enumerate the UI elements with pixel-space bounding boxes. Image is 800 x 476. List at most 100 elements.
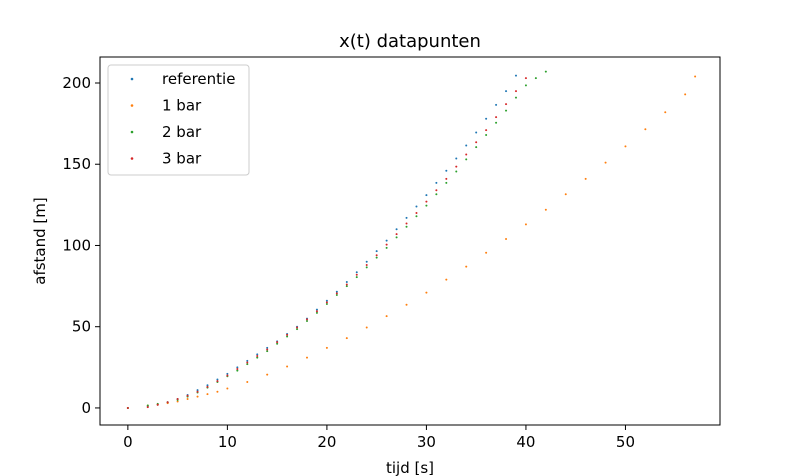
data-point	[266, 346, 269, 349]
data-point	[156, 403, 159, 406]
data-point	[505, 90, 508, 93]
data-point	[455, 170, 458, 173]
data-point	[375, 256, 378, 259]
data-point	[455, 157, 458, 160]
data-point	[514, 74, 517, 77]
data-point	[365, 263, 368, 266]
data-point	[524, 77, 527, 80]
data-point	[345, 285, 348, 288]
data-point	[475, 131, 478, 134]
data-point	[465, 158, 468, 161]
legend: referentie 1 bar 2 bar 3 bar	[107, 64, 250, 176]
data-point	[126, 406, 129, 409]
data-point	[405, 222, 408, 225]
data-point	[286, 335, 289, 338]
data-point	[475, 146, 478, 149]
data-point	[186, 394, 189, 397]
data-point	[445, 278, 448, 281]
data-point	[564, 193, 567, 196]
data-point	[256, 354, 259, 357]
data-point	[206, 393, 209, 396]
x-tick-label: 0	[123, 433, 133, 451]
data-point	[286, 333, 289, 336]
data-point	[315, 308, 318, 311]
data-point	[206, 384, 209, 387]
ticks-layer: 0 10 20 30 40 50 0 50 100 150 200	[62, 74, 635, 451]
data-point	[544, 70, 547, 73]
data-point	[256, 356, 259, 359]
data-point	[306, 356, 308, 359]
legend-label: referentie	[162, 70, 235, 88]
data-point	[385, 315, 388, 318]
data-point	[256, 353, 259, 356]
data-point	[485, 251, 488, 254]
data-point	[584, 177, 587, 180]
data-point	[415, 205, 418, 208]
y-tick-label: 50	[72, 318, 91, 336]
data-point	[315, 311, 318, 314]
legend-label: 3 bar	[162, 150, 202, 168]
legend-box	[107, 64, 250, 176]
data-point	[196, 390, 199, 393]
data-point	[395, 233, 398, 236]
data-point	[694, 75, 697, 78]
data-point	[196, 395, 199, 398]
data-point	[335, 290, 338, 293]
data-point	[325, 301, 328, 304]
x-tick-label: 40	[516, 433, 535, 451]
data-point	[345, 281, 348, 284]
data-point	[146, 404, 149, 407]
data-point	[345, 337, 348, 340]
data-point	[246, 380, 249, 383]
data-point	[604, 161, 607, 164]
data-point	[216, 390, 219, 393]
data-point	[385, 243, 388, 246]
data-point	[495, 121, 498, 124]
y-tick-label: 150	[62, 155, 91, 173]
legend-entries: referentie 1 bar 2 bar 3 bar	[130, 70, 235, 168]
data-point	[505, 237, 508, 240]
data-point	[296, 328, 299, 331]
data-point	[524, 223, 527, 226]
data-point	[216, 380, 219, 383]
x-tick-label: 30	[417, 433, 436, 451]
data-point	[335, 294, 338, 297]
legend-marker	[130, 104, 134, 107]
data-point	[505, 103, 508, 106]
data-point	[325, 299, 328, 302]
data-point	[186, 398, 189, 400]
data-point	[425, 194, 428, 197]
legend-label: 1 bar	[162, 97, 202, 115]
data-point	[236, 366, 239, 369]
data-point	[514, 96, 517, 99]
series-3	[126, 77, 527, 409]
data-point	[355, 271, 358, 274]
data-point	[405, 225, 408, 228]
data-point	[246, 359, 249, 362]
data-point	[664, 111, 667, 114]
legend-marker	[130, 77, 134, 81]
data-point	[355, 273, 358, 276]
data-point	[365, 260, 368, 263]
legend-marker	[130, 157, 134, 160]
legend-entry: 1 bar	[130, 97, 202, 115]
data-point	[485, 129, 488, 132]
data-point	[395, 228, 398, 231]
data-layer	[126, 70, 697, 409]
data-point	[146, 406, 149, 409]
data-point	[226, 374, 229, 377]
x-tick-label: 10	[218, 433, 237, 451]
data-point	[445, 177, 448, 180]
data-point	[385, 239, 388, 242]
data-point	[266, 350, 269, 353]
y-tick-label: 200	[62, 74, 91, 92]
data-point	[534, 77, 537, 80]
data-point	[405, 216, 408, 219]
data-point	[684, 93, 687, 96]
data-point	[276, 342, 279, 345]
data-point	[435, 193, 438, 196]
data-point	[226, 387, 229, 390]
data-point	[166, 401, 169, 404]
data-point	[425, 204, 428, 207]
